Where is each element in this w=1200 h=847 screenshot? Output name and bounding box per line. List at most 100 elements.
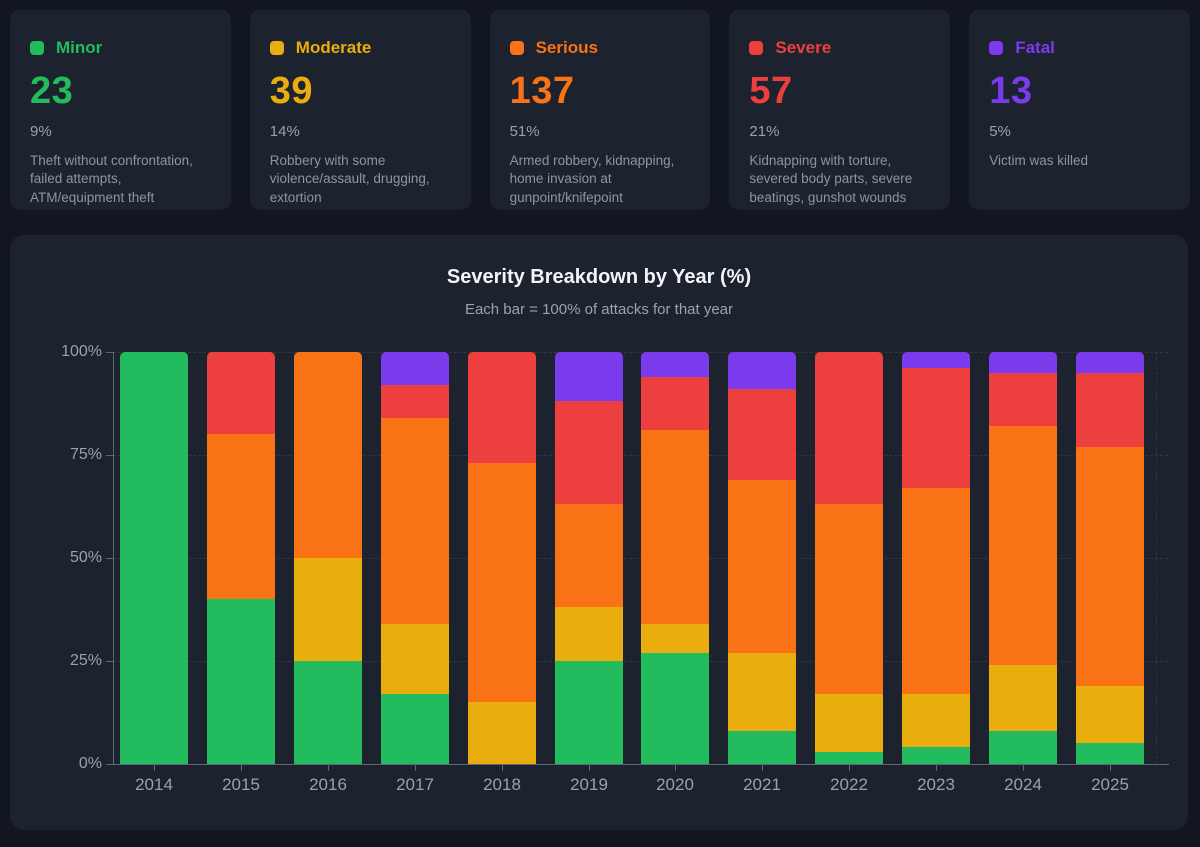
stacked-bar-2024 (989, 352, 1057, 764)
stat-card-fatal: Fatal 13 5% Victim was killed (969, 10, 1190, 210)
severity-count: 13 (989, 70, 1033, 112)
severity-description: Theft without confrontation, failed atte… (30, 153, 193, 205)
stat-card-minor: Minor 23 9% Theft without confrontation,… (10, 10, 231, 210)
x-axis-tick (762, 765, 763, 771)
severity-label: Fatal (1015, 38, 1055, 57)
bar-segment-fatal (555, 352, 623, 402)
bar-segment-serious (294, 352, 362, 558)
bar-segment-fatal (902, 352, 970, 369)
x-axis-label: 2022 (830, 775, 868, 794)
y-axis-tick (106, 661, 113, 662)
x-axis-label: 2024 (1004, 775, 1042, 794)
bar-segment-moderate (989, 665, 1057, 731)
bar-segment-moderate (902, 693, 970, 748)
grid-line (113, 558, 1168, 559)
bar-segment-serious (555, 504, 623, 608)
bar-segment-moderate (641, 623, 709, 653)
bar-segment-minor (989, 731, 1057, 764)
stacked-bar-2022 (815, 352, 883, 764)
chart-subtitle: Each bar = 100% of attacks for that year (464, 301, 734, 318)
severity-percent: 5% (989, 123, 1011, 140)
stacked-bar-2023 (902, 352, 970, 764)
bar-segment-severe (381, 384, 449, 418)
severity-count: 137 (509, 70, 575, 112)
legend-dot-icon (749, 41, 764, 55)
bar-segment-severe (641, 376, 709, 431)
stacked-bar-2025 (1076, 352, 1144, 764)
severity-description: Kidnapping with torture, severed body pa… (749, 153, 913, 205)
card-header: Serious (509, 38, 691, 58)
bar-segment-minor (902, 747, 970, 764)
bar-segment-serious (207, 434, 275, 600)
bar-segment-serious (468, 463, 536, 703)
severity-label: Serious (535, 38, 598, 57)
severity-label: Minor (56, 38, 103, 57)
bar-segment-severe (1076, 372, 1144, 447)
severity-count: 39 (269, 70, 314, 112)
bar-segment-moderate (468, 702, 536, 764)
stacked-bar-plot (113, 352, 1168, 764)
x-axis-label: 2020 (656, 775, 694, 794)
grid-line (113, 661, 1168, 662)
x-axis-tick (589, 765, 590, 771)
x-axis-tick (241, 765, 242, 771)
severity-description: Robbery with some violence/assault, drug… (269, 153, 430, 205)
x-axis-tick (1023, 765, 1024, 771)
x-axis-tick (849, 765, 850, 771)
bar-segment-severe (207, 352, 275, 435)
x-axis-label: 2021 (743, 775, 781, 794)
stacked-bar-2021 (728, 352, 796, 764)
y-axis-tick (106, 558, 113, 559)
bar-segment-minor (207, 599, 275, 764)
legend-dot-icon (30, 41, 44, 55)
stacked-bar-2014 (120, 352, 188, 764)
legend-dot-icon (509, 41, 524, 55)
stat-card-moderate: Moderate 39 14% Robbery with some violen… (249, 10, 471, 210)
bar-segment-serious (902, 487, 970, 694)
card-header: Minor (30, 38, 211, 58)
bar-segment-minor (1076, 743, 1144, 764)
stacked-bar-2019 (555, 352, 623, 764)
bar-segment-serious (381, 417, 449, 624)
grid-line-vertical (1156, 352, 1157, 764)
bar-segment-fatal (728, 352, 796, 390)
severity-label: Moderate (295, 38, 372, 57)
severity-stat-cards: Minor 23 9% Theft without confrontation,… (10, 10, 1190, 210)
bar-segment-fatal (989, 352, 1057, 373)
y-axis-tick (106, 352, 113, 353)
bar-segment-moderate (381, 623, 449, 694)
bar-segment-minor (555, 660, 623, 764)
card-header: Severe (749, 38, 930, 58)
card-header: Fatal (989, 38, 1170, 58)
bar-segment-moderate (555, 607, 623, 661)
bar-segment-minor (728, 731, 796, 764)
y-axis-label: 75% (69, 446, 102, 463)
stat-card-severe: Severe 57 21% Kidnapping with torture, s… (729, 10, 951, 210)
y-axis-label: 0% (78, 755, 102, 772)
stacked-bar-2018 (468, 352, 536, 764)
x-axis-label: 2018 (483, 775, 521, 794)
x-axis-tick (328, 765, 329, 771)
x-axis-line (113, 764, 1169, 765)
grid-line (113, 455, 1168, 456)
bar-segment-serious (641, 430, 709, 624)
bar-segment-minor (641, 652, 709, 764)
legend-dot-icon (989, 41, 1004, 55)
bar-segment-severe (728, 389, 796, 480)
y-axis-label: 100% (61, 343, 102, 360)
legend-dot-icon (269, 41, 284, 55)
bar-segment-fatal (1076, 352, 1144, 373)
severity-label: Severe (775, 38, 832, 57)
bar-segment-minor (815, 751, 883, 764)
bar-segment-serious (1076, 446, 1144, 686)
grid-line (113, 352, 1168, 353)
y-axis-label: 50% (69, 549, 102, 566)
y-axis-tick (106, 455, 113, 456)
bar-segment-moderate (1076, 685, 1144, 744)
x-axis-label: 2023 (917, 775, 955, 794)
x-axis-label: 2019 (570, 775, 608, 794)
x-axis-label: 2014 (135, 775, 173, 794)
bar-segment-severe (468, 352, 536, 464)
x-axis-label: 2016 (309, 775, 347, 794)
severity-count: 23 (30, 70, 74, 112)
